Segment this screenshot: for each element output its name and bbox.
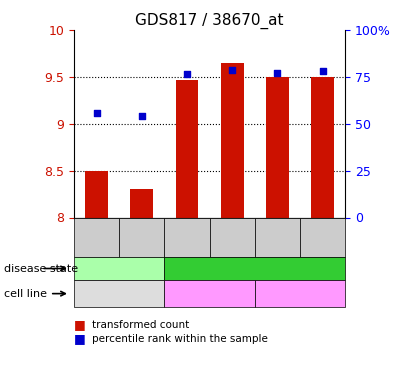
Text: percentile rank within the sample: percentile rank within the sample [92, 334, 268, 344]
Text: transformed count: transformed count [92, 320, 190, 330]
Text: ■: ■ [74, 318, 86, 331]
Point [319, 68, 326, 74]
Text: disease state: disease state [4, 264, 78, 273]
Text: cell line: cell line [4, 289, 65, 298]
Text: MDA-MB-436: MDA-MB-436 [176, 289, 243, 298]
Bar [130, 189, 153, 217]
Title: GDS817 / 38670_at: GDS817 / 38670_at [135, 12, 284, 28]
Point [93, 110, 100, 116]
Point [184, 71, 190, 77]
Text: normal: normal [99, 262, 140, 275]
Text: ■: ■ [74, 333, 86, 345]
Bar [312, 77, 334, 218]
Bar [221, 63, 243, 217]
Point [139, 113, 145, 119]
Text: HCC 1954: HCC 1954 [274, 289, 326, 298]
Bar [85, 171, 108, 217]
Point [229, 68, 236, 74]
Text: cancer: cancer [235, 262, 275, 275]
Bar [266, 77, 289, 218]
Point [274, 70, 281, 76]
Bar [176, 80, 198, 218]
Text: mammary
epithelium: mammary epithelium [93, 283, 145, 304]
